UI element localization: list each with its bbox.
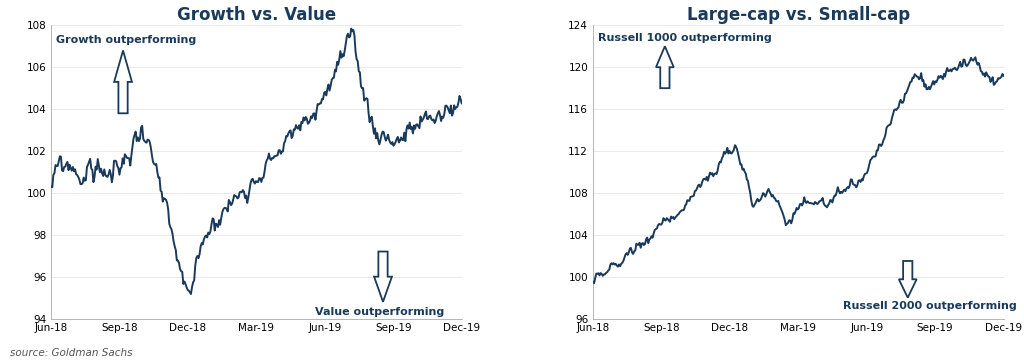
Text: Growth outperforming: Growth outperforming bbox=[56, 35, 197, 45]
Title: Large-cap vs. Small-cap: Large-cap vs. Small-cap bbox=[687, 6, 910, 24]
Text: source: Goldman Sachs: source: Goldman Sachs bbox=[10, 348, 133, 358]
Text: Value outperforming: Value outperforming bbox=[314, 307, 443, 317]
Title: Growth vs. Value: Growth vs. Value bbox=[177, 6, 336, 24]
Polygon shape bbox=[656, 46, 674, 88]
Polygon shape bbox=[114, 50, 132, 113]
Text: Russell 2000 outperforming: Russell 2000 outperforming bbox=[843, 301, 1017, 311]
Text: Russell 1000 outperforming: Russell 1000 outperforming bbox=[598, 33, 771, 43]
Polygon shape bbox=[374, 252, 392, 302]
Polygon shape bbox=[899, 261, 916, 298]
